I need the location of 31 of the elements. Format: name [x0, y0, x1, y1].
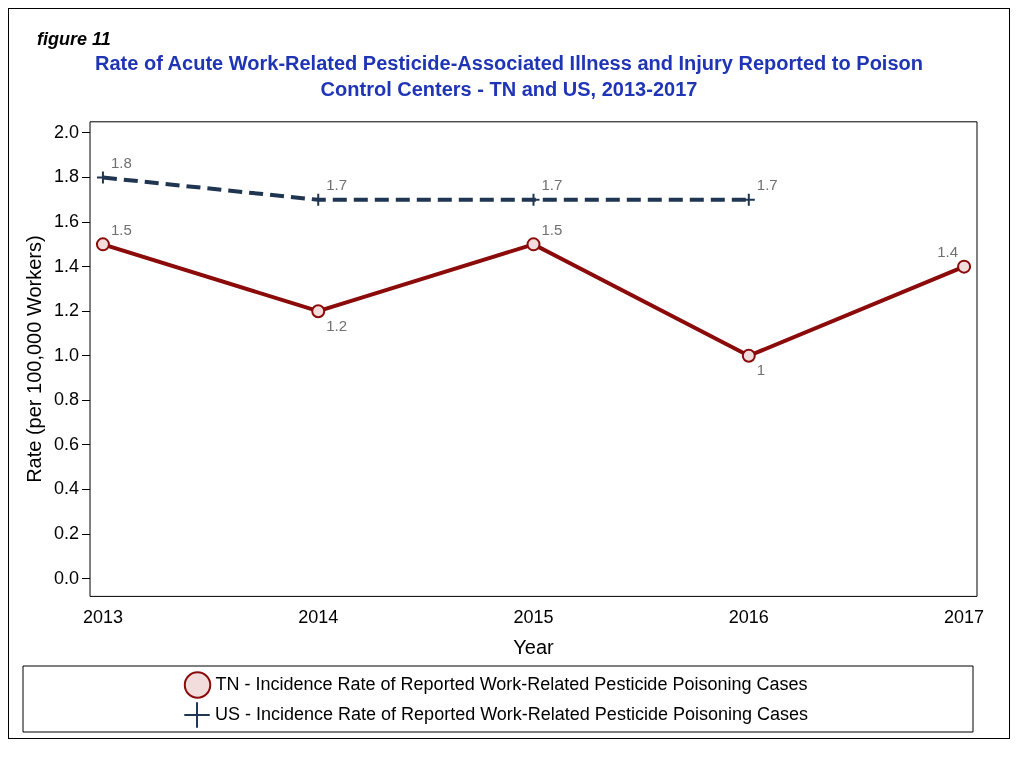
data-label: 1.4 [937, 243, 959, 261]
data-label: 1.2 [326, 316, 348, 334]
x-tick-label: 2015 [513, 607, 554, 628]
y-tick-label: 1.8 [53, 166, 80, 187]
x-tick-label: 2014 [298, 607, 339, 628]
legend-label: US - Incidence Rate of Reported Work-Related Pesticide Poisoning Cases [215, 703, 808, 724]
data-label: 1.7 [756, 176, 778, 194]
y-tick-label: 0.6 [53, 433, 80, 454]
x-axis-title: Year [513, 635, 555, 658]
y-tick-label: 1.2 [53, 300, 80, 321]
chart-title: Rate of Acute Work-Related Pesticide-Associated Illness and Injury Reported to Poison Control Centers - TN and US, 2013-2017 [94, 51, 924, 102]
x-tick-label: 2013 [82, 607, 123, 628]
y-tick-label: 0.4 [53, 478, 80, 499]
y-axis-title: Rate (per 100,000 Workers) [22, 235, 45, 483]
data-label: 1.8 [110, 154, 132, 172]
data-label: 1.7 [326, 176, 348, 194]
data-label: 1.5 [110, 220, 132, 238]
caption: figure 11 [36, 28, 112, 50]
y-tick-label: 0.2 [53, 522, 80, 543]
x-tick-label: 2016 [728, 607, 769, 628]
y-tick-label: 1.4 [53, 255, 80, 276]
legend-label: TN - Incidence Rate of Reported Work-Related Pesticide Poisoning Cases [215, 673, 808, 694]
y-tick-label: 2.0 [53, 121, 80, 142]
x-tick-label: 2017 [944, 607, 985, 628]
y-tick-label: 0.8 [53, 389, 80, 410]
data-label: 1.7 [541, 176, 563, 194]
data-label: 1 [756, 361, 766, 379]
y-tick-label: 1.0 [53, 344, 80, 365]
data-label: 1.5 [541, 220, 563, 238]
y-tick-label: 0.0 [53, 567, 80, 588]
y-tick-label: 1.6 [53, 211, 80, 232]
